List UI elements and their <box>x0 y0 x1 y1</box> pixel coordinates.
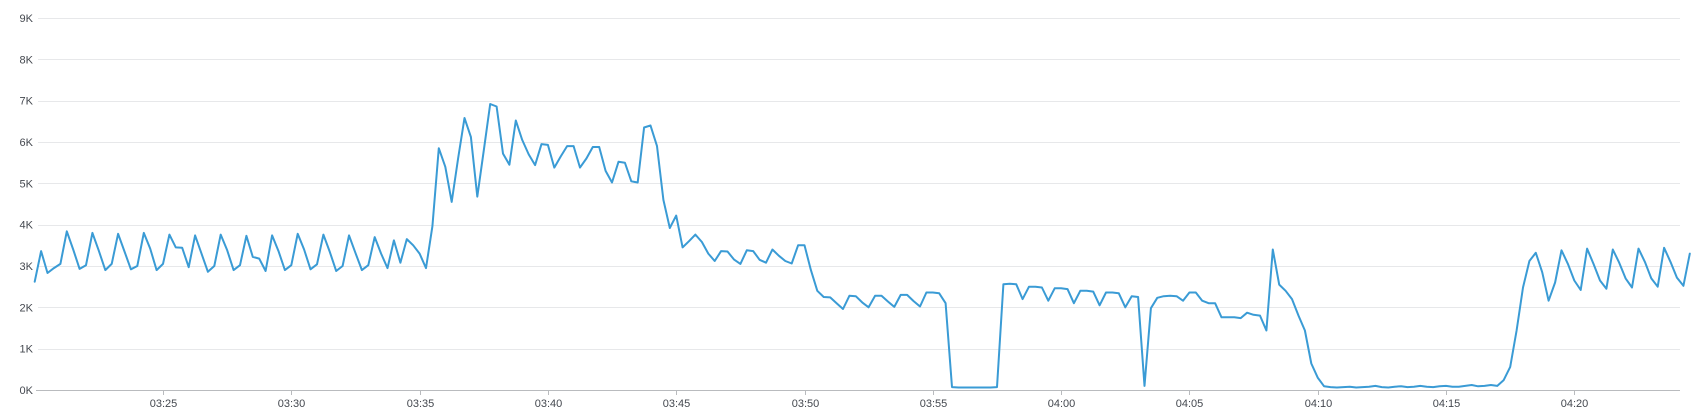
x-axis-label-04:20: 04:20 <box>1561 398 1589 410</box>
y-axis-label-8K: 8K <box>20 54 34 66</box>
x-axis-label-04:15: 04:15 <box>1433 398 1461 410</box>
y-axis-label-2K: 2K <box>20 302 34 314</box>
y-axis-label-7K: 7K <box>20 96 34 108</box>
x-axis-label-03:55: 03:55 <box>920 398 948 410</box>
x-axis-label-04:10: 04:10 <box>1305 398 1333 410</box>
plot-area[interactable] <box>38 10 1680 390</box>
x-axis-label-04:00: 04:00 <box>1048 398 1076 410</box>
x-axis-label-03:50: 03:50 <box>792 398 820 410</box>
x-axis-label-03:35: 03:35 <box>407 398 435 410</box>
x-axis-label-03:40: 03:40 <box>535 398 563 410</box>
y-axis-label-9K: 9K <box>20 13 34 25</box>
y-axis-label-6K: 6K <box>20 137 34 149</box>
x-axis-label-03:30: 03:30 <box>278 398 306 410</box>
y-axis-label-1K: 1K <box>20 344 34 356</box>
x-axis-label-03:45: 03:45 <box>663 398 691 410</box>
series-line-value <box>33 103 1691 389</box>
x-axis-label-04:05: 04:05 <box>1176 398 1204 410</box>
y-axis-label-5K: 5K <box>20 178 34 190</box>
y-axis-label-0K: 0K <box>20 385 34 397</box>
y-axis-label-3K: 3K <box>20 261 34 273</box>
y-axis-label-4K: 4K <box>20 220 34 232</box>
x-axis-label-03:25: 03:25 <box>150 398 178 410</box>
